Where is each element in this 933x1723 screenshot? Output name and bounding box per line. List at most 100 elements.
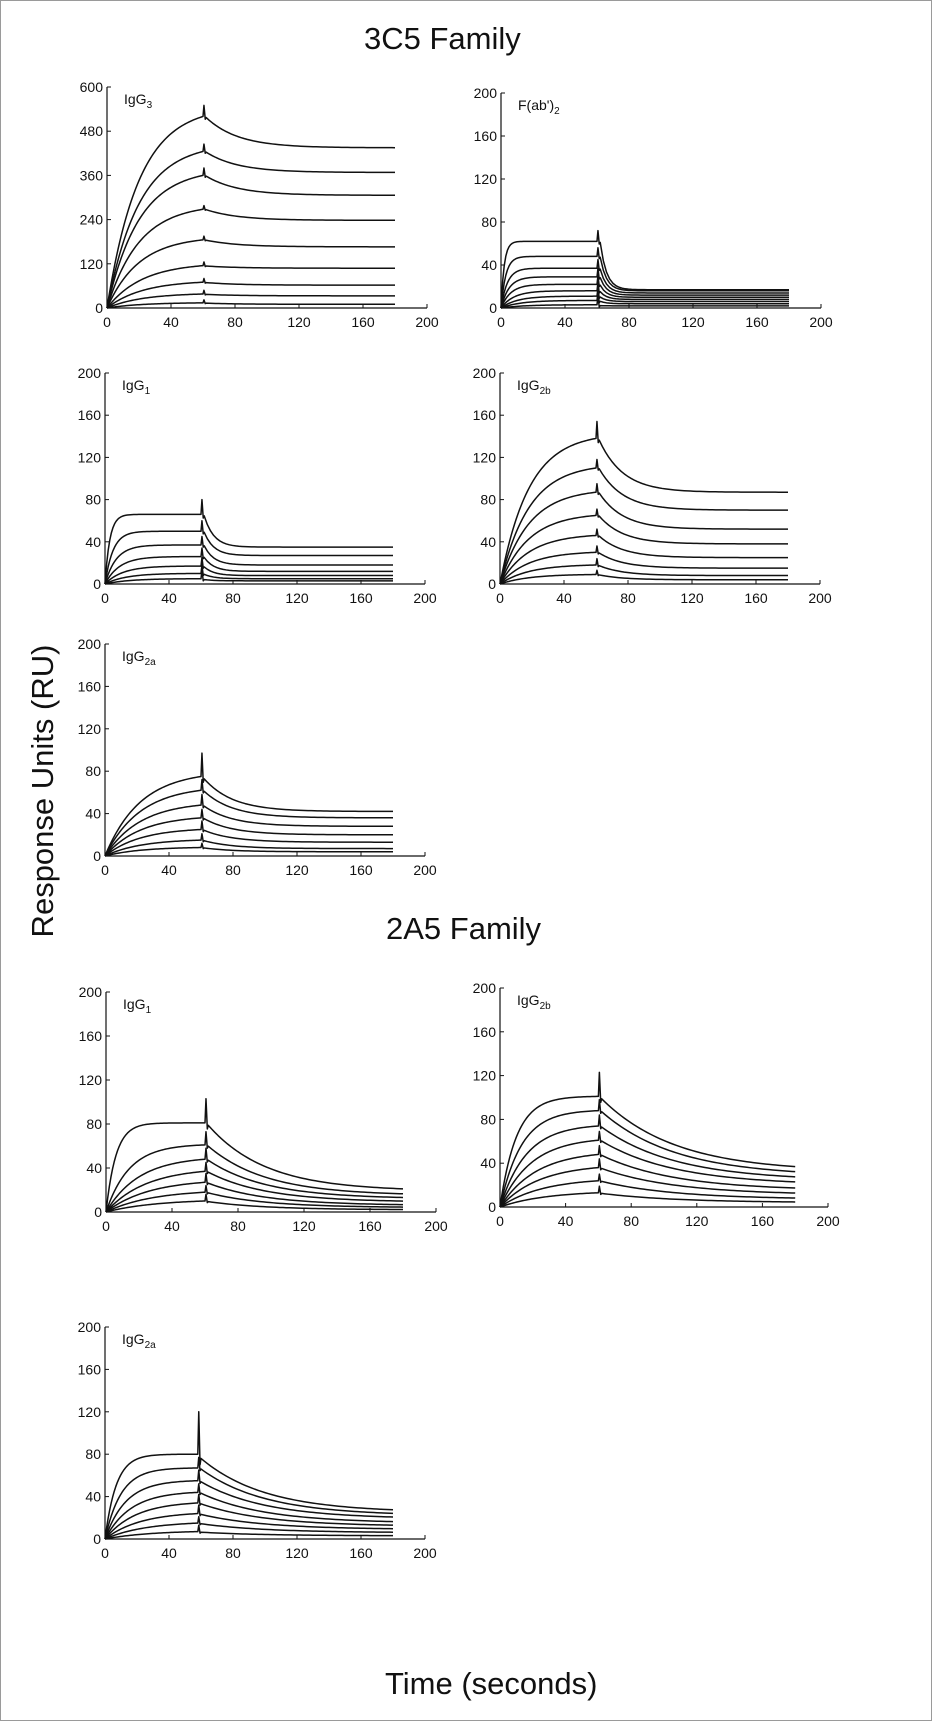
x-axis-label: Time (seconds) (385, 1666, 598, 1701)
sensorgram-curve (499, 483, 789, 585)
x-tick-label: 120 (285, 862, 309, 878)
panel-label: IgG2b (517, 377, 551, 397)
y-tick-label: 480 (80, 123, 104, 139)
y-tick-label: 200 (78, 636, 102, 652)
y-tick-label: 120 (473, 1068, 497, 1084)
y-tick-label: 80 (86, 1116, 102, 1132)
x-tick-label: 120 (292, 1218, 316, 1234)
x-tick-label: 200 (415, 314, 439, 330)
sensorgram-curve (499, 1130, 796, 1208)
x-tick-label: 160 (349, 1545, 373, 1561)
y-tick-label: 0 (488, 576, 496, 592)
x-tick-label: 0 (101, 862, 109, 878)
x-tick-label: 120 (681, 314, 705, 330)
y-tick-label: 0 (95, 300, 103, 316)
x-tick-label: 0 (101, 590, 109, 606)
x-tick-label: 0 (102, 1218, 110, 1234)
x-tick-label: 160 (744, 590, 768, 606)
sensorgram-curve (499, 569, 788, 585)
x-tick-label: 80 (230, 1218, 246, 1234)
sensorgram-curve (105, 1130, 404, 1213)
panel-label: IgG2b (517, 992, 551, 1012)
sensorgram-curve (104, 1469, 394, 1540)
sensorgram-curve (500, 275, 789, 309)
x-tick-label: 160 (745, 314, 769, 330)
sensorgram-curve (106, 261, 395, 309)
y-tick-label: 120 (78, 721, 102, 737)
sensorgram-curve (104, 556, 393, 585)
sensorgram-curve (104, 1411, 394, 1540)
sensorgram-curve (106, 299, 395, 309)
sensorgram-curve (106, 143, 396, 309)
x-tick-label: 120 (685, 1213, 709, 1229)
panel-6: 0 40 80 120 160 200 0 40 80 120 160 200 IgG2b (473, 980, 840, 1229)
sensorgram-curve (104, 519, 393, 585)
panel-7: 0 40 80 120 160 200 0 40 80 120 160 200 IgG2a (78, 1319, 437, 1561)
sensorgram-curve (104, 498, 393, 585)
sensorgram-curve (104, 793, 393, 857)
x-tick-label: 160 (358, 1218, 382, 1234)
sensorgram-curve (104, 569, 393, 585)
x-tick-label: 160 (351, 314, 375, 330)
y-tick-label: 200 (474, 85, 498, 101)
x-tick-label: 0 (103, 314, 111, 330)
x-tick-label: 200 (413, 862, 437, 878)
sensorgram-curve (104, 842, 393, 857)
y-tick-label: 160 (78, 678, 102, 694)
panel-label: F(ab')2 (518, 97, 560, 117)
sensorgram-curve (499, 1185, 796, 1208)
x-tick-label: 120 (285, 1545, 309, 1561)
x-tick-label: 200 (413, 1545, 437, 1561)
x-tick-label: 80 (623, 1213, 639, 1229)
sensorgram-curve (105, 1172, 404, 1213)
x-tick-label: 0 (496, 590, 504, 606)
sensorgram-curve (499, 420, 789, 585)
sensorgram-curve (499, 557, 788, 585)
sensorgram-curve (499, 1158, 796, 1208)
y-tick-label: 600 (80, 79, 104, 95)
y-tick-label: 0 (489, 300, 497, 316)
x-tick-label: 0 (496, 1213, 504, 1229)
y-tick-label: 40 (85, 1489, 101, 1505)
sensorgram-curve (105, 1184, 404, 1213)
x-tick-label: 80 (621, 314, 637, 330)
y-tick-label: 120 (80, 256, 104, 272)
panel-label: IgG1 (122, 377, 151, 397)
y-tick-label: 0 (93, 576, 101, 592)
y-tick-label: 200 (473, 980, 497, 996)
sensorgram-curve (105, 1161, 404, 1213)
sensorgram-curve (106, 104, 396, 309)
panel-1: 0 40 80 120 160 200 0 40 80 120 160 200 F(ab')2 (474, 85, 833, 330)
y-tick-label: 80 (85, 492, 101, 508)
sensorgram-curve (106, 204, 396, 309)
sensorgram-curve (104, 778, 393, 857)
sensorgram-curve (104, 808, 394, 857)
family-title-2a5: 2A5 Family (386, 911, 542, 946)
sensorgram-curve (499, 1114, 796, 1208)
x-tick-label: 80 (225, 590, 241, 606)
sensorgram-curve (500, 229, 789, 309)
y-tick-label: 160 (473, 407, 497, 423)
panel-5: 0 40 80 120 160 200 0 40 80 120 160 200 IgG1 (79, 984, 448, 1234)
x-tick-label: 120 (285, 590, 309, 606)
sensorgram-curve (106, 289, 395, 309)
sensorgram-curve (499, 1173, 796, 1208)
sensorgram-curve (104, 1483, 394, 1540)
x-tick-label: 40 (557, 314, 573, 330)
x-tick-label: 80 (225, 1545, 241, 1561)
sensorgram-curve (104, 1456, 394, 1540)
sensorgram-curve (104, 1524, 394, 1540)
x-tick-label: 80 (225, 862, 241, 878)
sensorgram-curve (105, 1097, 404, 1213)
sensorgram-curve (104, 1504, 394, 1540)
y-tick-label: 0 (93, 1531, 101, 1547)
sensorgram-curve (104, 1493, 394, 1540)
x-tick-label: 40 (164, 1218, 180, 1234)
sensorgram-curve (499, 1098, 796, 1208)
x-tick-label: 160 (751, 1213, 775, 1229)
y-tick-label: 120 (79, 1072, 103, 1088)
y-tick-label: 120 (78, 449, 102, 465)
x-tick-label: 200 (809, 314, 833, 330)
y-tick-label: 200 (78, 365, 102, 381)
x-tick-label: 40 (161, 862, 177, 878)
